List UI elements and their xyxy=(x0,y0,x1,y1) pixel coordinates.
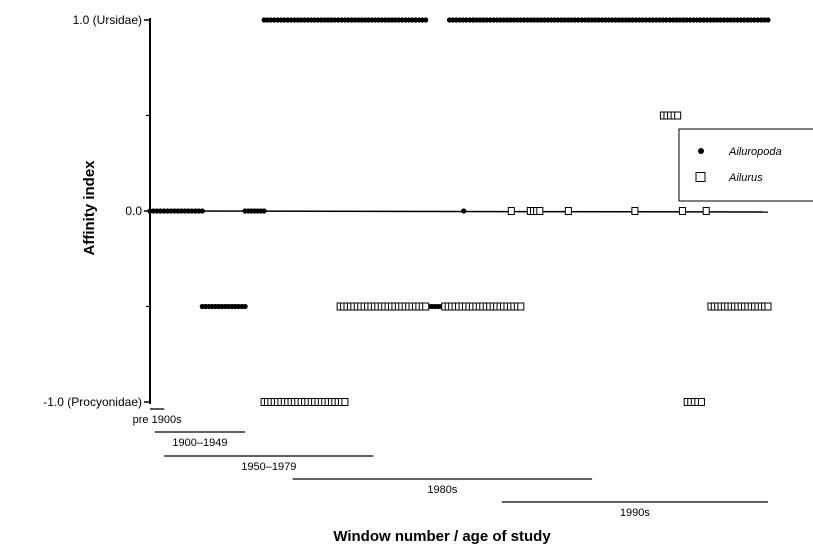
ailuropoda-point xyxy=(765,17,771,23)
y-tick-label: 0.0 xyxy=(125,204,142,218)
series-1 xyxy=(260,111,772,406)
legend: Ailuropoda Ailurus xyxy=(678,128,813,202)
x-axis-title: Window number / age of study xyxy=(333,528,551,545)
period-label: pre 1900s xyxy=(133,414,182,426)
ailuropoda-point xyxy=(423,17,429,23)
legend-marker-ailurus xyxy=(695,172,706,182)
ailurus-point xyxy=(702,207,710,215)
ailurus-point xyxy=(564,207,572,215)
period-label: 1980s xyxy=(427,484,457,496)
ailurus-point xyxy=(341,398,349,406)
y-axis-title: Affinity index xyxy=(81,160,98,256)
ailurus-point xyxy=(697,398,705,406)
study-period-bars: pre 1900s 1900–1949 1950–1979 1980s 1990s xyxy=(133,408,768,519)
y-tick-label: -1.0 (Procyonidae) xyxy=(43,395,142,409)
ailurus-point xyxy=(536,207,544,215)
ailurus-point xyxy=(764,302,772,311)
series-0 xyxy=(147,17,771,310)
legend-label: Ailurus xyxy=(728,172,763,184)
period-label: 1990s xyxy=(620,507,650,519)
ailuropoda-point xyxy=(242,303,248,310)
ailurus-point xyxy=(507,207,515,215)
ailurus-point xyxy=(678,207,686,215)
data-series xyxy=(147,17,772,406)
ailuropoda-point xyxy=(461,208,467,214)
period-label: 1900–1949 xyxy=(172,437,227,449)
ailurus-point xyxy=(674,111,682,120)
legend-frame xyxy=(678,128,813,202)
ailuropoda-point xyxy=(199,208,205,214)
ailurus-point xyxy=(631,207,639,215)
ailuropoda-point xyxy=(261,208,267,214)
period-label: 1950–1979 xyxy=(241,461,296,473)
ailurus-point xyxy=(517,302,525,311)
legend-label: Ailuropoda xyxy=(728,146,782,158)
legend-marker-ailuropoda xyxy=(698,148,704,154)
ailurus-point xyxy=(422,302,430,311)
y-tick-label: 1.0 (Ursidae) xyxy=(73,13,142,27)
